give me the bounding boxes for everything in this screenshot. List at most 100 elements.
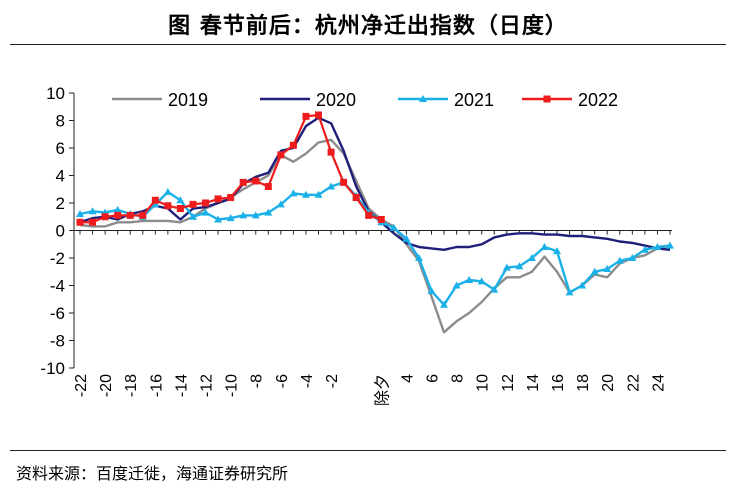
x-tick-label: 8 [450,374,467,383]
point-2022 [315,111,323,119]
x-tick-label: 18 [575,374,592,392]
legend-marker-2021 [419,95,427,102]
point-2022 [239,178,247,186]
point-2021 [427,287,436,294]
x-tick-label: -6 [274,374,291,388]
point-2021 [440,300,449,308]
point-2022 [89,218,97,226]
point-2021 [565,288,574,296]
point-2021 [163,188,172,195]
y-tick-label: 4 [56,167,65,186]
bottom-divider [10,450,726,451]
y-tick-label: 0 [56,222,65,241]
point-2021 [640,245,649,253]
point-2022 [227,194,235,201]
x-tick-label: 16 [550,374,567,392]
point-2021 [251,211,260,219]
point-2021 [666,241,674,249]
legend-label-2019: 2019 [168,90,208,110]
point-2021 [188,212,197,220]
point-2021 [76,210,84,217]
point-2021 [88,207,97,215]
y-tick-label: -6 [50,304,65,323]
y-tick-label: -10 [40,359,65,378]
point-2022 [101,213,109,221]
x-tick-label: 除夕 [373,374,391,406]
y-tick-label: -4 [50,277,65,296]
x-tick-label: 12 [500,374,517,392]
point-2022 [377,216,385,223]
point-2022 [252,177,260,185]
y-tick-label: 10 [46,84,65,103]
point-2021 [615,256,624,264]
x-tick-label: -20 [98,374,115,397]
point-2021 [151,200,160,208]
x-tick-label: 10 [475,374,492,392]
point-2022 [352,194,360,201]
point-2021 [553,247,562,255]
point-2022 [164,202,172,210]
point-2022 [76,218,84,226]
point-2022 [340,178,348,186]
point-2021 [527,254,536,261]
legend-label-2020: 2020 [316,90,356,110]
y-tick-label: -2 [50,249,65,268]
point-2022 [289,141,297,149]
point-2021 [452,281,461,289]
legend-label-2021: 2021 [454,90,494,110]
point-2022 [126,211,134,219]
point-2022 [139,211,147,219]
point-2021 [540,243,549,250]
point-2021 [578,281,587,289]
point-2021 [226,214,235,222]
point-2021 [402,234,411,242]
point-2022 [202,199,210,207]
series-line-2022 [80,113,382,224]
x-tick-label: -14 [173,374,190,397]
point-2021 [653,243,662,250]
x-tick-label: -8 [249,374,266,388]
point-2022 [189,200,197,208]
x-tick-label: 20 [600,374,617,392]
point-2022 [114,211,122,219]
x-tick-label: -12 [199,374,216,397]
top-divider [10,44,726,45]
x-tick-label: -22 [73,374,90,397]
x-tick-label: 24 [650,374,667,392]
legend-marker-2022 [543,95,551,103]
point-2021 [239,211,248,219]
point-2022 [365,211,373,219]
x-tick-label: -2 [324,374,341,388]
point-2021 [314,190,323,198]
point-2022 [302,112,310,120]
point-2021 [628,254,637,261]
x-tick-label: 4 [399,374,416,383]
x-tick-label: -4 [299,374,316,388]
x-tick-label: -18 [123,374,140,397]
point-2021 [502,263,511,271]
point-2022 [151,196,159,204]
point-2022 [214,195,222,203]
point-2021 [289,189,298,197]
point-2021 [389,223,398,231]
x-tick-label: 14 [525,374,542,392]
point-2021 [276,200,285,208]
point-2021 [515,262,524,270]
point-2022 [277,151,285,159]
x-tick-label: -16 [148,374,165,397]
point-2021 [301,190,310,198]
x-tick-label: -10 [224,374,241,397]
source-note: 资料来源：百度迁徙，海通证券研究所 [16,464,289,483]
point-2022 [327,148,335,156]
point-2021 [113,205,122,213]
point-2021 [214,215,223,223]
point-2021 [414,254,423,261]
point-2021 [176,196,185,204]
y-tick-label: 6 [56,139,65,158]
y-tick-label: -8 [50,332,65,351]
y-tick-label: 8 [56,112,65,131]
chart-title: 图 春节前后：杭州净迁出指数（日度） [168,14,568,39]
x-tick-label: 6 [424,374,441,383]
point-2021 [201,208,210,216]
point-2022 [264,183,272,190]
